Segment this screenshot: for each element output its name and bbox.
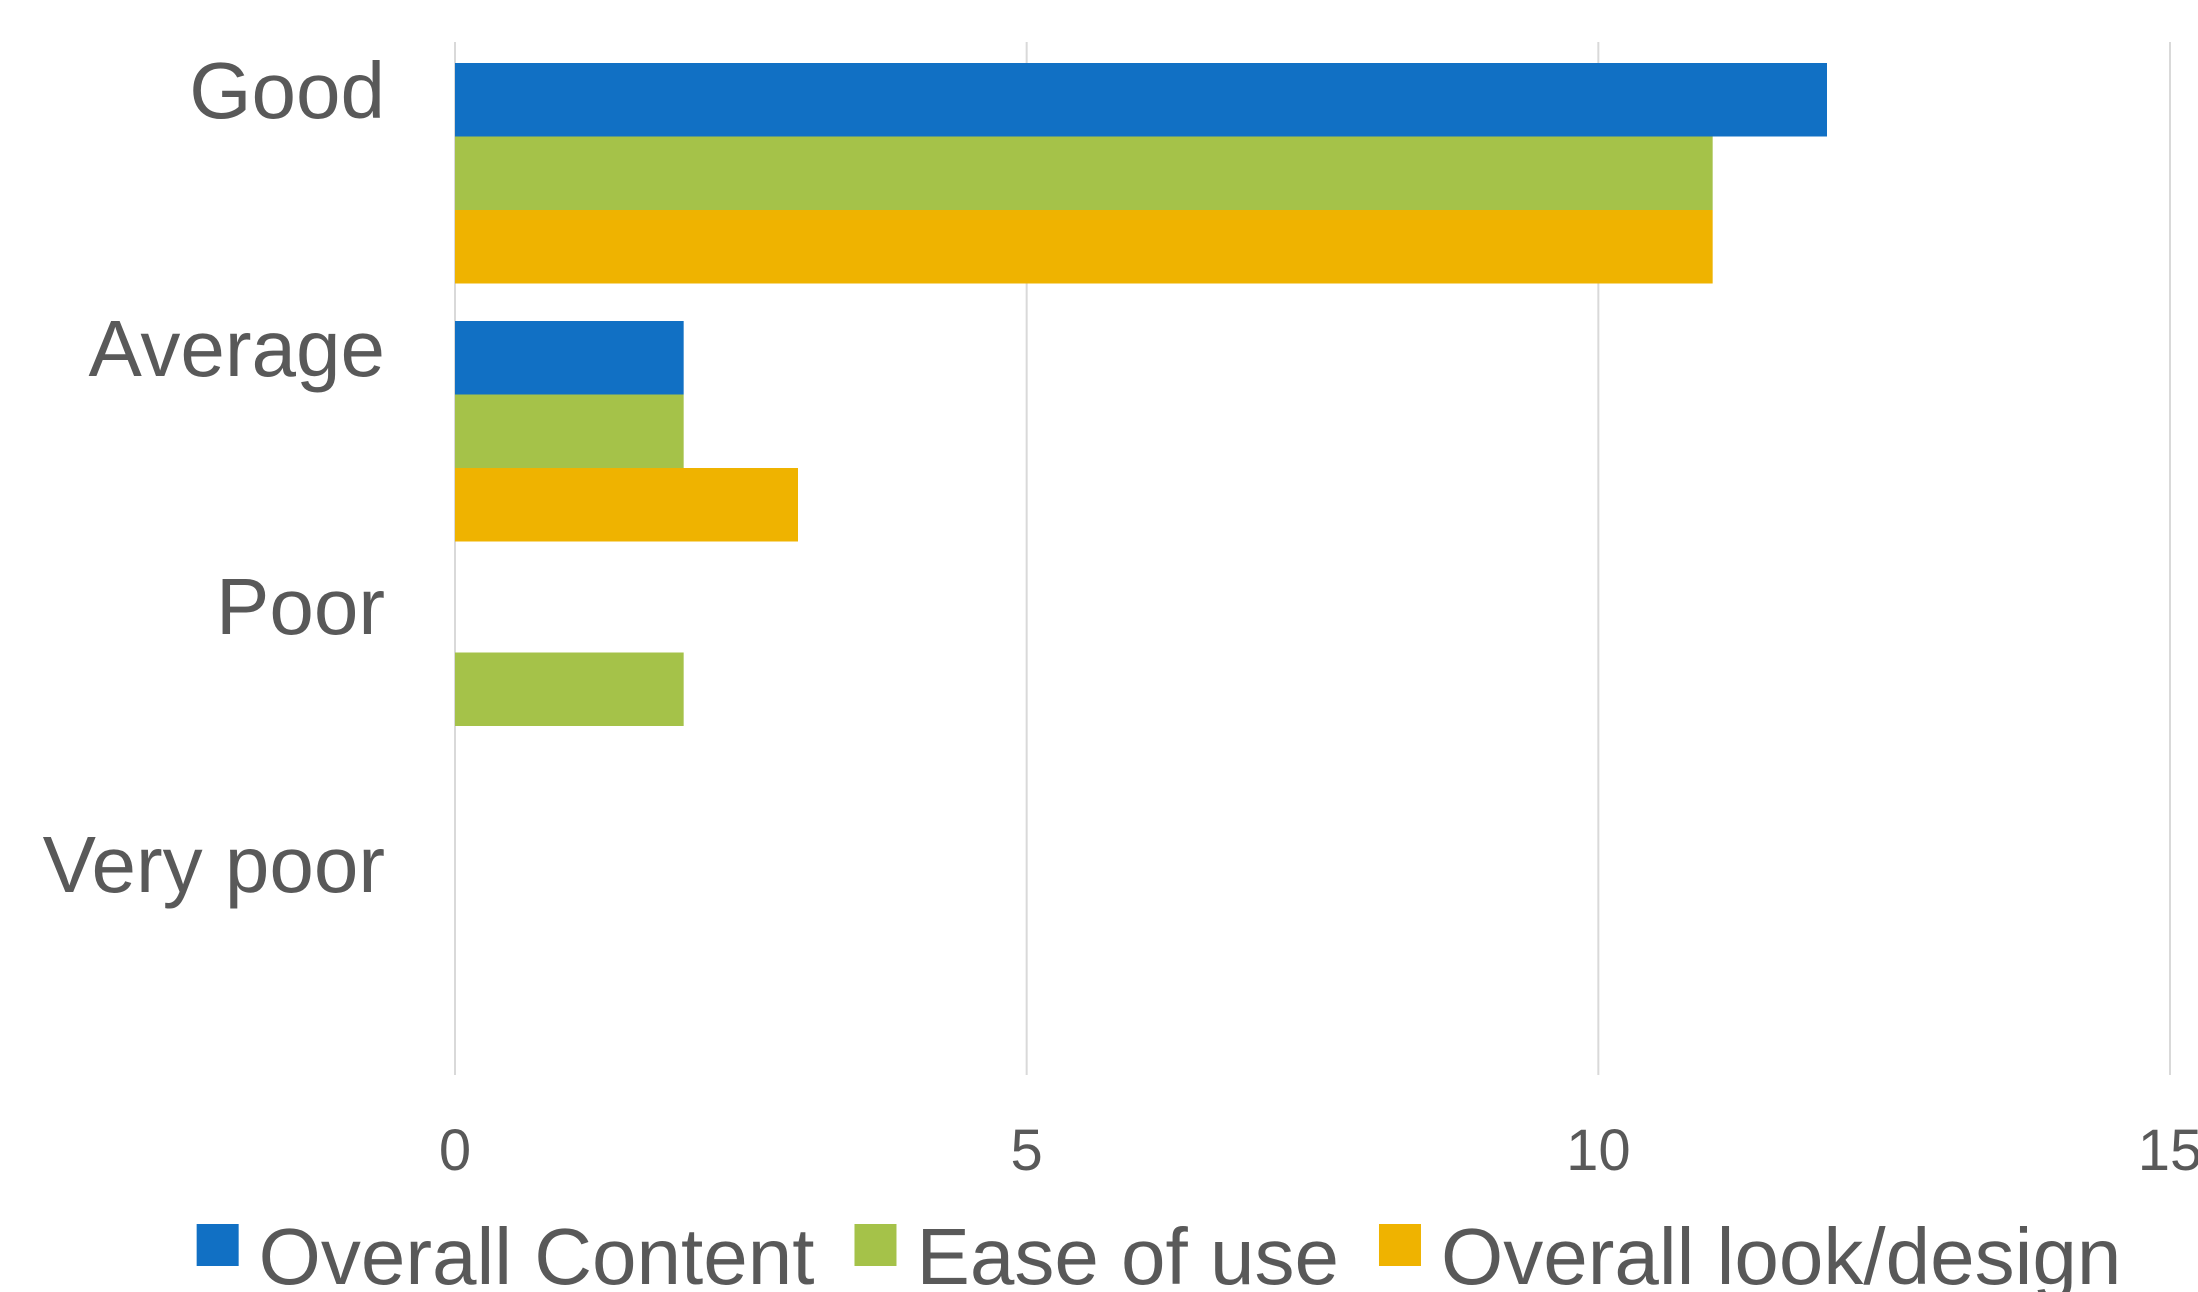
x-axis-tick-labels: 0 5 10 15 (439, 1118, 2198, 1183)
legend-label: Ease of use (916, 1212, 1339, 1292)
legend-swatch (854, 1224, 897, 1266)
category-label: Good (189, 46, 385, 135)
legend-item: Overall Content (196, 1212, 815, 1292)
legend-swatch (196, 1224, 239, 1266)
legend-swatch (1378, 1224, 1421, 1266)
bar-overall-content-average (455, 321, 684, 395)
legend-label: Overall look/design (1441, 1212, 2121, 1292)
category-labels: Good Average Poor Very poor (43, 46, 385, 909)
bar-overall-look-design-average (455, 468, 798, 542)
legend-item: Ease of use (854, 1212, 1339, 1292)
x-tick-label: 0 (439, 1118, 471, 1183)
bar-ease-of-use-good (455, 136, 1713, 210)
x-tick-label: 15 (2138, 1118, 2198, 1183)
legend-label: Overall Content (259, 1212, 815, 1292)
category-label: Average (88, 304, 385, 393)
category-label: Very poor (43, 820, 385, 909)
bars (455, 63, 1827, 726)
bar-overall-content-good (455, 63, 1827, 137)
bar-ease-of-use-poor (455, 652, 684, 726)
bar-ease-of-use-average (455, 394, 684, 468)
x-tick-label: 5 (1011, 1118, 1043, 1183)
legend-item: Overall look/design (1378, 1212, 2121, 1292)
x-tick-label: 10 (1566, 1118, 1631, 1183)
legend: Overall Content Ease of use Overall look/d… (196, 1212, 2121, 1292)
category-label: Poor (216, 562, 385, 651)
bar-overall-look-design-good (455, 210, 1713, 284)
